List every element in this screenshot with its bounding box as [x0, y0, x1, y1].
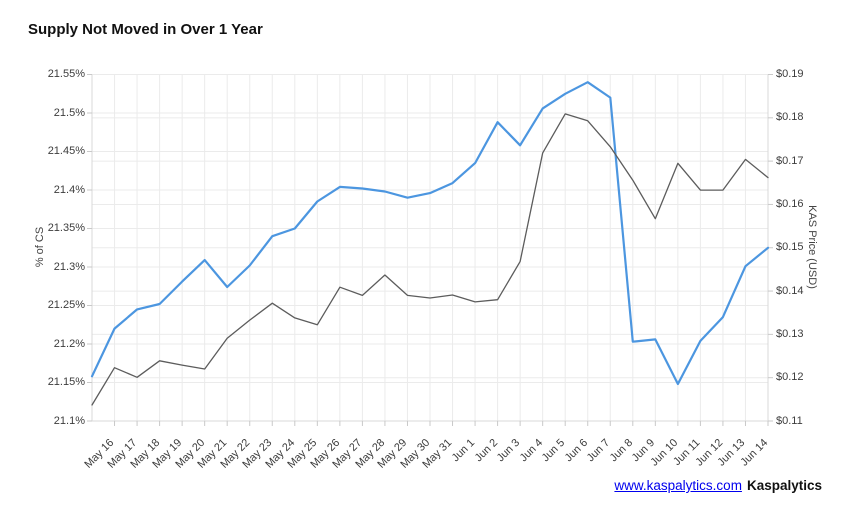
right-axis-tick-label: $0.19 — [776, 68, 804, 80]
brand-label: Kaspalytics — [746, 478, 822, 493]
footer: www.kaspalytics.com Kaspalytics — [614, 478, 822, 493]
right-axis-tick-label: $0.16 — [776, 197, 804, 210]
right-axis-tick-label: $0.15 — [776, 241, 804, 254]
kaspalytics-link[interactable]: www.kaspalytics.com — [614, 478, 742, 493]
right-axis-tick-label: $0.12 — [776, 371, 804, 384]
chart-title: Supply Not Moved in Over 1 Year — [28, 21, 263, 38]
right-axis-tick-label: $0.14 — [776, 284, 804, 297]
right-axis-tick-label: $0.11 — [776, 414, 803, 427]
kas-price-line — [91, 113, 769, 406]
left-axis-tick-label: 21.55% — [47, 68, 85, 80]
left-axis-tick-label: 21.4% — [53, 183, 85, 196]
cs-percent-line — [90, 81, 770, 386]
left-axis-tick-label: 21.25% — [47, 299, 85, 311]
left-axis-tick-label: 21.45% — [47, 145, 85, 157]
left-axis-tick-label: 21.15% — [47, 376, 85, 388]
left-axis-tick-label: 21.1% — [53, 414, 85, 427]
right-axis-tick-label: $0.13 — [776, 327, 804, 340]
left-axis-tick-label: 21.2% — [53, 337, 85, 350]
left-axis-tick-label: 21.3% — [53, 260, 85, 273]
right-axis-tick-label: $0.17 — [776, 154, 804, 167]
left-axis-tick-label: 21.35% — [47, 222, 85, 234]
left-axis-tick-label: 21.5% — [53, 106, 85, 119]
right-axis-title: KAS Price (USD) — [806, 205, 818, 289]
right-axis-tick-label: $0.18 — [776, 111, 804, 124]
